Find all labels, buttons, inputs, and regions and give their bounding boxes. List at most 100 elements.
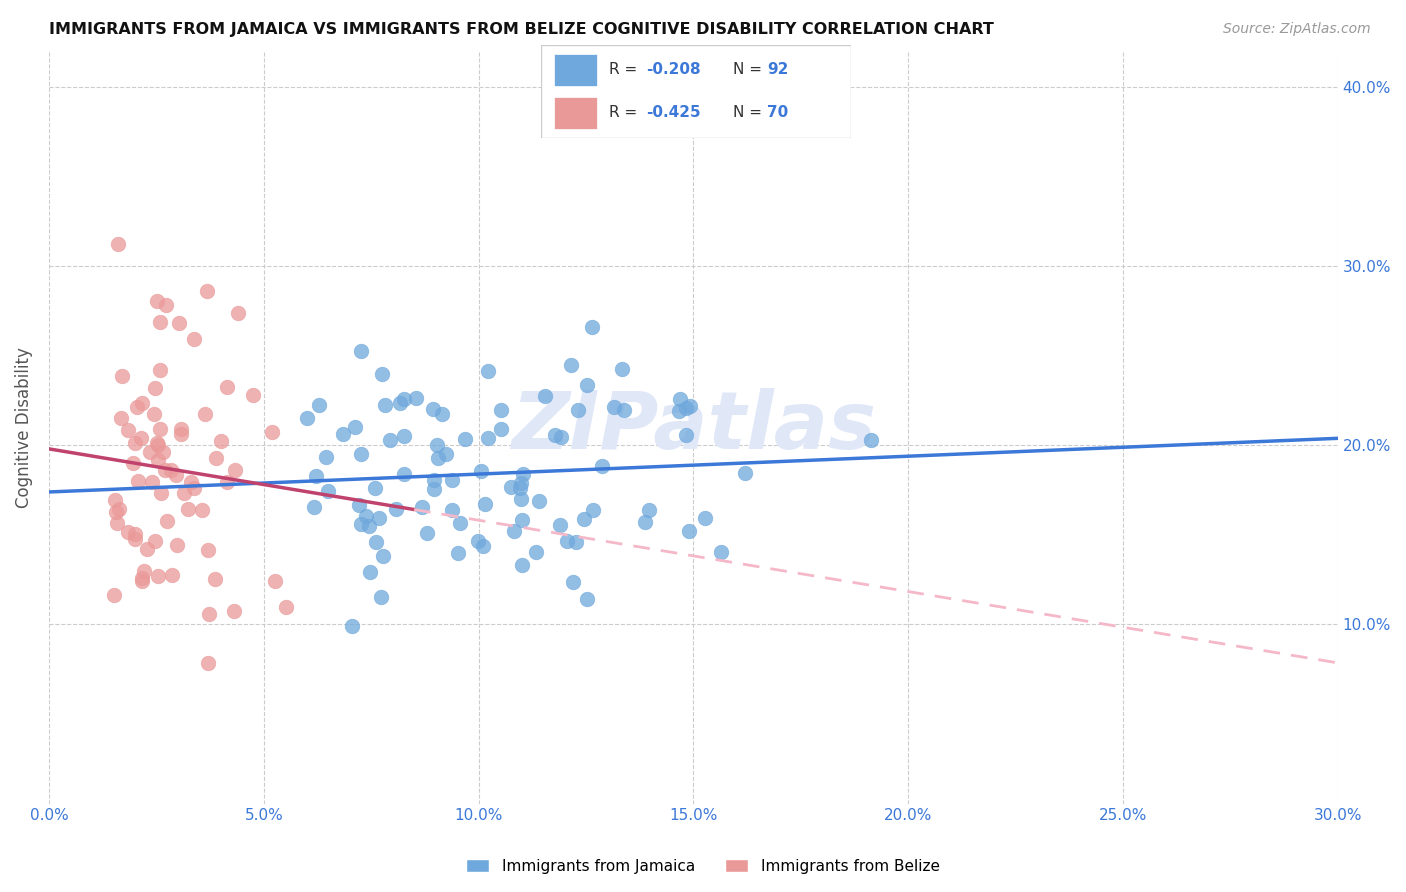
Point [859, 434, 882, 448]
Point [560, 358, 582, 372]
Point [449, 516, 471, 530]
Point [332, 426, 354, 441]
Point [576, 591, 599, 606]
Point [143, 381, 166, 395]
Point [194, 408, 217, 422]
Point [582, 503, 605, 517]
Point [603, 400, 626, 414]
Point [405, 391, 427, 405]
Text: IMMIGRANTS FROM JAMAICA VS IMMIGRANTS FROM BELIZE COGNITIVE DISABILITY CORRELATI: IMMIGRANTS FROM JAMAICA VS IMMIGRANTS FR… [49, 22, 994, 37]
Point [260, 425, 283, 439]
Point [447, 546, 470, 560]
Point [394, 392, 416, 406]
Point [342, 619, 364, 633]
Point [224, 463, 246, 477]
Point [215, 475, 238, 489]
Point [146, 453, 169, 467]
Text: R =: R = [609, 62, 643, 78]
Point [550, 517, 572, 532]
Point [124, 532, 146, 546]
Point [170, 422, 193, 436]
Point [378, 433, 401, 447]
Point [572, 512, 595, 526]
Point [183, 482, 205, 496]
Point [117, 524, 139, 539]
Point [121, 456, 143, 470]
Point [166, 538, 188, 552]
Point [678, 524, 700, 539]
Point [263, 574, 285, 588]
Point [156, 514, 179, 528]
Point [474, 497, 496, 511]
Y-axis label: Cognitive Disability: Cognitive Disability [15, 347, 32, 508]
Point [143, 407, 166, 421]
Point [183, 332, 205, 346]
Point [510, 492, 533, 507]
Point [224, 604, 246, 618]
Point [359, 565, 381, 579]
Point [305, 468, 328, 483]
Point [416, 526, 439, 541]
Point [131, 396, 153, 410]
Point [371, 368, 394, 382]
Point [209, 434, 232, 449]
Text: ZIPatlas: ZIPatlas [510, 388, 876, 467]
Point [124, 527, 146, 541]
Point [499, 480, 522, 494]
Point [124, 435, 146, 450]
Point [581, 320, 603, 334]
Point [110, 410, 132, 425]
Point [477, 431, 499, 445]
Point [160, 567, 183, 582]
Bar [554, 54, 598, 86]
Point [149, 363, 172, 377]
Point [440, 503, 463, 517]
Point [669, 392, 692, 406]
Point [146, 294, 169, 309]
Point [534, 389, 557, 403]
Point [153, 463, 176, 477]
Point [146, 438, 169, 452]
FancyBboxPatch shape [541, 45, 851, 138]
Point [198, 607, 221, 621]
Point [350, 517, 373, 532]
Point [302, 500, 325, 515]
Point [204, 572, 226, 586]
Point [364, 535, 387, 549]
Point [274, 599, 297, 614]
Point [108, 502, 131, 516]
Point [139, 445, 162, 459]
Point [149, 422, 172, 436]
Point [129, 431, 152, 445]
Point [318, 483, 340, 498]
Point [132, 565, 155, 579]
Point [695, 511, 717, 525]
Point [668, 403, 690, 417]
Point [675, 427, 697, 442]
Point [315, 450, 337, 464]
Point [550, 430, 572, 444]
Point [561, 575, 583, 590]
Point [173, 486, 195, 500]
Text: -0.425: -0.425 [647, 105, 702, 120]
Text: R =: R = [609, 105, 643, 120]
Point [637, 503, 659, 517]
Point [180, 475, 202, 490]
Point [427, 450, 450, 465]
Point [422, 482, 444, 496]
Point [440, 473, 463, 487]
Text: N =: N = [733, 62, 766, 78]
Point [308, 398, 330, 412]
Point [565, 535, 588, 549]
Point [226, 306, 249, 320]
Point [454, 432, 477, 446]
Legend: Immigrants from Jamaica, Immigrants from Belize: Immigrants from Jamaica, Immigrants from… [460, 853, 946, 880]
Point [177, 502, 200, 516]
Point [543, 428, 565, 442]
Point [350, 344, 373, 359]
Point [107, 237, 129, 252]
Point [368, 511, 391, 525]
Text: Source: ZipAtlas.com: Source: ZipAtlas.com [1223, 22, 1371, 37]
Point [135, 542, 157, 557]
Text: 70: 70 [768, 105, 789, 120]
